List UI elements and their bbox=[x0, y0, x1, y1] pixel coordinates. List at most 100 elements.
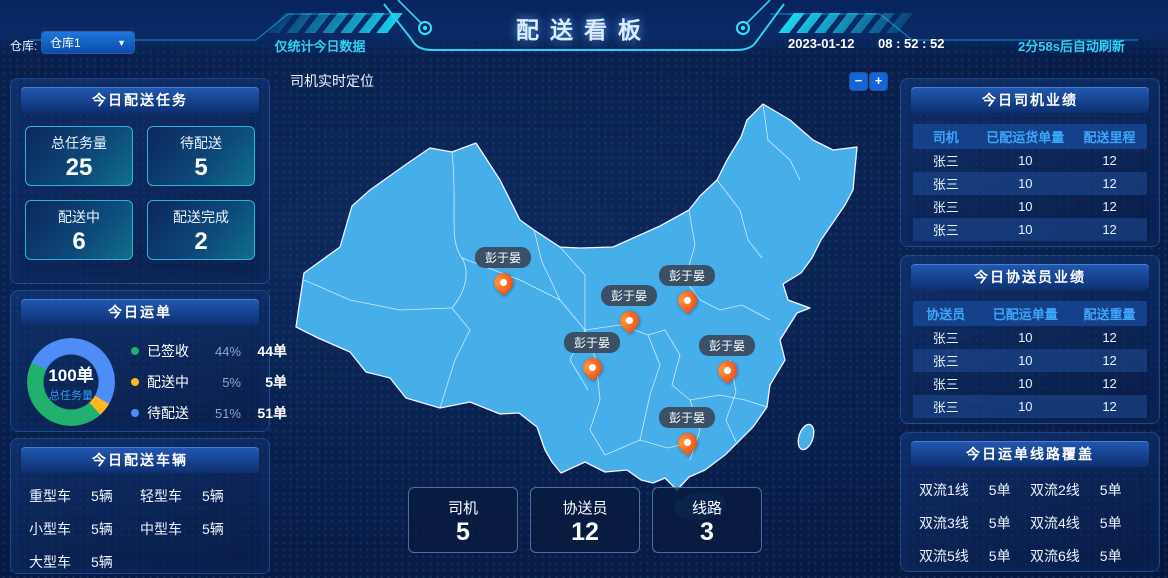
table-row: 张三 10 12 bbox=[913, 349, 1147, 372]
legend-dot bbox=[131, 409, 139, 417]
legend-count: 51单 bbox=[257, 405, 287, 421]
driver-table: 司机 已配运货单量 配送里程 张三 10 12 张三 10 12 张三 10 12 张三 10 12 bbox=[913, 124, 1147, 241]
stripes-decoration-right bbox=[778, 13, 920, 33]
table-header: 协送员 已配运单量 配送重量 bbox=[913, 301, 1147, 326]
chevron-down-icon: ▼ bbox=[117, 37, 126, 48]
panel-today-waybills: 今日运单 100单 总任务量 已签收 44% 44单 配送中 5% 5单 待配送 bbox=[10, 290, 287, 432]
warehouse-label: 仓库: bbox=[10, 39, 38, 53]
bottom-card-label: 协送员 bbox=[562, 500, 608, 517]
page-title: 配送看板 bbox=[516, 17, 652, 43]
node-circle-icon bbox=[418, 21, 750, 35]
bottom-card-label: 司机 bbox=[447, 500, 478, 517]
stat-value: 2 bbox=[194, 227, 208, 255]
vehicle-item: 中型车 5辆 bbox=[140, 521, 224, 537]
legend-label: 配送中 bbox=[147, 374, 189, 390]
location-pin-icon bbox=[713, 357, 741, 384]
marker-label: 彭于晏 bbox=[658, 407, 716, 428]
location-pin-icon bbox=[615, 307, 643, 334]
bottom-card-assistants: 协送员 12 bbox=[530, 487, 640, 553]
map-marker[interactable]: 彭于晏 bbox=[474, 247, 532, 296]
panel-title: 今日配送任务 bbox=[21, 87, 259, 113]
map-zoom-out-button[interactable]: − bbox=[850, 73, 867, 90]
legend-count: 5单 bbox=[265, 374, 287, 390]
legend-row-pending: 待配送 51% 51单 bbox=[131, 403, 287, 423]
panel-today-vehicles: 今日配送车辆 重型车 5辆 轻型车 5辆 小型车 5辆 中型车 5辆 大型车 5辆 bbox=[10, 438, 270, 574]
marker-label: 彭于晏 bbox=[474, 247, 532, 268]
legend-label: 待配送 bbox=[147, 405, 189, 421]
route-item: 双流4线 5单 bbox=[1030, 515, 1122, 531]
waybill-donut-chart: 100单 总任务量 bbox=[27, 338, 115, 426]
location-pin-icon bbox=[673, 287, 701, 314]
map-marker[interactable]: 彭于晏 bbox=[600, 285, 658, 334]
route-item: 双流2线 5单 bbox=[1030, 482, 1122, 498]
panel-assistant-performance: 今日协送员业绩 协送员 已配运单量 配送重量 张三 10 12 张三 10 12 张三 10 1… bbox=[900, 255, 1160, 424]
bottom-card-routes: 线路 3 bbox=[652, 487, 762, 553]
stat-label: 总任务量 bbox=[51, 134, 107, 151]
legend-label: 已签收 bbox=[147, 343, 189, 359]
taiwan-island bbox=[797, 423, 815, 451]
map-marker[interactable]: 彭于晏 bbox=[563, 332, 621, 381]
stat-card-completed: 配送完成 2 bbox=[147, 200, 255, 260]
stat-card-in-progress: 配送中 6 bbox=[25, 200, 133, 260]
location-pin-icon bbox=[489, 269, 517, 296]
table-header: 司机 已配运货单量 配送里程 bbox=[913, 124, 1147, 149]
vehicle-item: 轻型车 5辆 bbox=[140, 488, 224, 504]
stat-label: 待配送 bbox=[180, 134, 222, 151]
stat-value: 25 bbox=[65, 153, 93, 181]
table-row: 张三 10 12 bbox=[932, 376, 1117, 392]
header: 配送看板 仓库: 仓库1 ▼ 仅统计今日数据 2023-01-12 08 : 5… bbox=[0, 0, 1168, 58]
marker-label: 彭于晏 bbox=[658, 265, 716, 286]
table-row: 张三 10 12 bbox=[932, 199, 1117, 215]
panel-driver-performance: 今日司机业绩 司机 已配运货单量 配送里程 张三 10 12 张三 10 12 张三 10 12… bbox=[900, 78, 1160, 247]
map-zoom-in-button[interactable]: + bbox=[870, 73, 887, 90]
panel-title: 今日协送员业绩 bbox=[911, 264, 1149, 290]
table-row: 张三 10 12 bbox=[913, 395, 1147, 418]
warehouse-select[interactable]: 仓库1 ▼ bbox=[42, 32, 134, 53]
legend-percent: 44% bbox=[214, 343, 241, 359]
legend-dot bbox=[131, 378, 139, 386]
stat-card-total-tasks: 总任务量 25 bbox=[25, 126, 133, 186]
panel-today-delivery-tasks: 今日配送任务 总任务量 25 待配送 5 配送中 6 配送完成 2 bbox=[10, 78, 270, 284]
scope-note: 仅统计今日数据 bbox=[274, 39, 366, 54]
bottom-card-drivers: 司机 5 bbox=[408, 487, 518, 553]
vehicle-item: 重型车 5辆 bbox=[29, 488, 113, 504]
map-marker[interactable]: 彭于晏 bbox=[698, 335, 756, 384]
legend-row-signed: 已签收 44% 44单 bbox=[131, 341, 287, 361]
location-pin-icon bbox=[673, 429, 701, 456]
panel-title: 今日运单 bbox=[21, 299, 259, 325]
stat-value: 5 bbox=[194, 153, 208, 181]
marker-label: 彭于晏 bbox=[600, 285, 658, 306]
route-item: 双流5线 5单 bbox=[919, 548, 1011, 564]
current-date: 2023-01-12 bbox=[788, 36, 855, 51]
marker-label: 彭于晏 bbox=[563, 332, 621, 353]
auto-refresh-countdown: 2分58s后自动刷新 bbox=[1018, 39, 1125, 54]
table-row: 张三 10 12 bbox=[913, 172, 1147, 195]
table-row: 张三 10 12 bbox=[932, 330, 1117, 346]
bottom-card-value: 12 bbox=[571, 518, 599, 546]
current-time: 08 : 52 : 52 bbox=[878, 36, 945, 51]
table-row: 张三 10 12 bbox=[913, 218, 1147, 241]
table-row: 张三 10 12 bbox=[932, 153, 1117, 169]
location-pin-icon bbox=[578, 354, 606, 381]
route-item: 双流1线 5单 bbox=[919, 482, 1011, 498]
bottom-card-value: 3 bbox=[700, 518, 714, 546]
stat-label: 配送中 bbox=[58, 208, 100, 225]
map-marker[interactable]: 彭于晏 bbox=[658, 407, 716, 456]
bottom-card-label: 线路 bbox=[691, 500, 722, 517]
map-title: 司机实时定位 bbox=[290, 73, 374, 89]
route-item: 双流6线 5单 bbox=[1030, 548, 1122, 564]
vehicle-item: 大型车 5辆 bbox=[29, 554, 113, 570]
stripes-decoration-left bbox=[268, 13, 410, 33]
legend-count: 44单 bbox=[257, 343, 287, 359]
map-marker[interactable]: 彭于晏 bbox=[658, 265, 716, 314]
panel-title: 今日运单线路覆盖 bbox=[911, 441, 1149, 467]
marker-label: 彭于晏 bbox=[698, 335, 756, 356]
assistant-table: 协送员 已配运单量 配送重量 张三 10 12 张三 10 12 张三 10 12 张三 10 12 bbox=[913, 301, 1147, 418]
china-map bbox=[295, 103, 858, 521]
legend-row-delivering: 配送中 5% 5单 bbox=[131, 372, 287, 392]
warehouse-select-value: 仓库1 bbox=[50, 36, 81, 50]
legend-percent: 5% bbox=[222, 374, 241, 390]
legend-dot bbox=[131, 347, 139, 355]
bottom-card-value: 5 bbox=[456, 518, 470, 546]
route-item: 双流3线 5单 bbox=[919, 515, 1011, 531]
